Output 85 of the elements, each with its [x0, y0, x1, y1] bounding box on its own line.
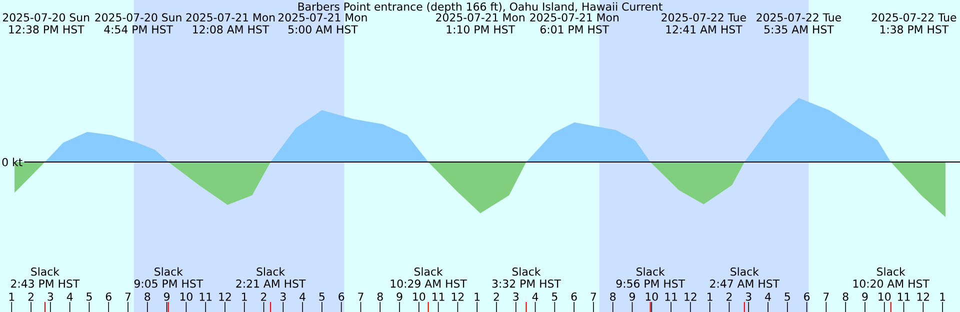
- x-tick-label: 5: [784, 292, 790, 301]
- x-tick-label: 7: [125, 292, 131, 301]
- x-tick-label: 6: [338, 292, 344, 301]
- text: 9:05 PM HST: [134, 279, 204, 288]
- text: 2025-07-22 Tue: [872, 13, 956, 22]
- text: 2025-07-22 Tue: [756, 13, 841, 22]
- x-tick-label: 2: [28, 292, 34, 301]
- x-tick-label: 8: [610, 292, 616, 301]
- x-tick-label: 11: [898, 292, 910, 301]
- x-tick-label: 10: [878, 292, 891, 301]
- text: Slack: [31, 267, 60, 276]
- text: 1:38 PM HST: [880, 25, 949, 34]
- x-tick-label: 8: [144, 292, 150, 301]
- x-tick-label: 3: [746, 292, 752, 301]
- x-tick-label: 4: [300, 292, 306, 301]
- text: 4:54 PM HST: [104, 25, 174, 34]
- x-tick-label: 1: [708, 292, 712, 301]
- x-tick-label: 5: [319, 292, 324, 301]
- text: Slack: [414, 267, 443, 276]
- x-tick-label: 11: [665, 292, 677, 301]
- x-tick-label: 3: [48, 292, 54, 301]
- text: 10:29 AM HST: [390, 279, 467, 288]
- text: 6:01 PM HST: [540, 25, 610, 34]
- x-tick-label: 12: [684, 292, 696, 301]
- x-tick-label: 9: [396, 292, 402, 301]
- text: 2:21 AM HST: [236, 279, 306, 288]
- x-tick-label: 6: [106, 292, 112, 301]
- text: 2025-07-20 Sun: [95, 13, 182, 22]
- x-tick-label: 11: [432, 292, 444, 301]
- x-tick-label: 12: [452, 292, 464, 301]
- x-tick-label: 6: [804, 292, 810, 301]
- x-tick-label: 7: [824, 292, 829, 301]
- x-tick-label: 9: [164, 292, 170, 301]
- text: 9:56 PM HST: [616, 279, 686, 288]
- text: 2:43 PM HST: [11, 279, 80, 288]
- chart-title: Barbers Point entrance (depth 166 ft), Oahu Island, Hawaii Current: [298, 2, 662, 13]
- x-tick-label: 3: [513, 292, 518, 301]
- x-tick-label: 6: [571, 292, 577, 301]
- x-tick-label: 1: [940, 292, 946, 301]
- text: 10:20 AM HST: [853, 279, 930, 288]
- x-tick-label: 5: [552, 292, 558, 301]
- x-tick-label: 4: [532, 292, 538, 301]
- text: Slack: [256, 267, 286, 276]
- x-tick-label: 11: [200, 292, 212, 301]
- text: 5:00 AM HST: [288, 25, 358, 34]
- x-tick-label: 12: [917, 292, 930, 301]
- x-tick-label: 9: [862, 292, 868, 301]
- text: Slack: [512, 267, 541, 276]
- x-tick-label: 8: [377, 292, 383, 301]
- x-tick-label: 3: [280, 292, 286, 301]
- text: 12:08 AM HST: [193, 25, 270, 34]
- text: 2025-07-20 Sun: [2, 13, 90, 22]
- x-tick-label: 1: [474, 292, 480, 301]
- x-tick-label: 7: [358, 292, 364, 301]
- x-tick-label: 2: [261, 292, 266, 301]
- x-tick-label: 12: [219, 292, 231, 301]
- x-tick-label: 4: [66, 292, 73, 301]
- text: 1:10 PM HST: [446, 25, 516, 34]
- text: 2025-07-21 Mon: [186, 13, 275, 22]
- text: 5:35 AM HST: [764, 25, 834, 34]
- text: 2025-07-21 Mon: [530, 13, 618, 22]
- ref-line-label: 0 kt: [2, 158, 22, 166]
- text: 2025-07-21 Mon: [436, 13, 524, 22]
- x-tick-label: 7: [590, 292, 596, 301]
- x-tick-label: 9: [629, 292, 635, 301]
- x-tick-label: 10: [180, 292, 192, 301]
- x-tick-label: 2: [726, 292, 732, 301]
- x-tick-label: 1: [242, 292, 247, 301]
- x-tick-label: 10: [413, 292, 426, 301]
- x-tick-label: 8: [842, 292, 848, 301]
- text: 12:41 AM HST: [666, 25, 742, 34]
- text: Slack: [877, 267, 906, 276]
- text: Slack: [730, 267, 759, 276]
- text: 2:47 AM HST: [710, 279, 780, 288]
- text: 3:32 PM HST: [492, 279, 561, 288]
- x-tick-label: 5: [86, 292, 92, 301]
- text: 12:38 PM HST: [9, 25, 84, 34]
- x-tick-label: 1: [9, 292, 14, 301]
- x-tick-label: 4: [765, 292, 771, 301]
- text: Slack: [636, 267, 665, 276]
- x-tick-label: 10: [646, 292, 658, 301]
- text: 2025-07-21 Mon: [278, 13, 367, 22]
- text: Slack: [154, 267, 183, 276]
- text: 2025-07-22 Tue: [662, 13, 746, 22]
- x-tick-label: 2: [494, 292, 499, 301]
